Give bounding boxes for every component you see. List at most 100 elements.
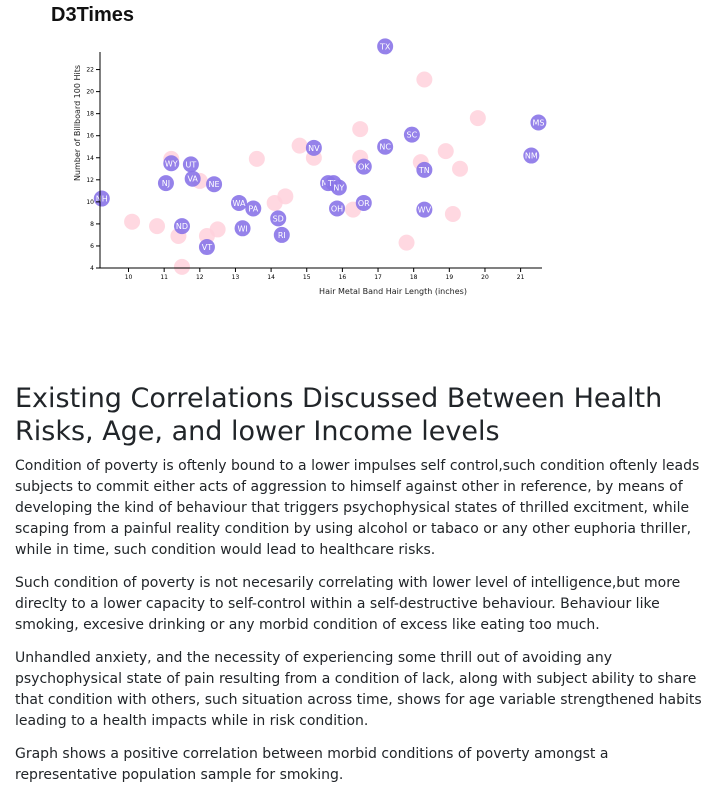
point-circle[interactable] — [182, 156, 199, 173]
article: Existing Correlations Discussed Between … — [15, 382, 711, 798]
article-paragraph: Graph shows a positive correlation betwe… — [15, 746, 609, 783]
brand-title: D3Times — [51, 4, 135, 26]
data-point[interactable]: NE — [206, 176, 223, 193]
point-circle[interactable] — [184, 170, 201, 187]
data-point[interactable]: WA — [231, 194, 248, 211]
data-point[interactable]: WV — [416, 201, 433, 218]
background-point — [469, 110, 486, 127]
point-circle[interactable] — [530, 114, 547, 131]
point-label: WV — [418, 206, 432, 215]
point-circle[interactable] — [329, 200, 346, 217]
data-point[interactable]: RI — [273, 226, 290, 243]
data-point[interactable]: OH — [329, 200, 346, 217]
y-tick-label: 18 — [86, 111, 94, 118]
point-circle[interactable] — [231, 194, 248, 211]
point-circle[interactable] — [377, 138, 394, 155]
x-tick-label: 10 — [125, 274, 133, 281]
article-paragraph: Unhandled anxiety, and the necessity of … — [15, 650, 702, 729]
data-point[interactable]: NY — [330, 179, 347, 196]
background-point — [248, 150, 265, 167]
point-label: WA — [233, 199, 246, 208]
data-point[interactable]: VT — [198, 239, 215, 256]
y-tick-label: 20 — [86, 89, 94, 96]
background-point — [173, 258, 190, 275]
point-label: PA — [248, 204, 258, 213]
background-point — [124, 213, 141, 230]
point-label: OR — [358, 199, 370, 208]
y-tick-label: 8 — [90, 221, 94, 228]
point-label: RI — [278, 231, 286, 240]
data-point[interactable]: WI — [234, 220, 251, 237]
data-point[interactable]: OR — [355, 194, 372, 211]
point-label: WI — [237, 224, 247, 233]
data-point[interactable]: UT — [182, 156, 199, 173]
y-tick-label: 10 — [86, 199, 94, 206]
point-circle[interactable] — [173, 218, 190, 235]
point-label: TN — [418, 166, 430, 175]
y-tick-label: 12 — [86, 177, 94, 184]
point-label: WY — [165, 159, 178, 168]
point-label: NY — [333, 184, 344, 193]
point-circle[interactable] — [163, 155, 180, 172]
background-point — [149, 218, 166, 235]
point-circle[interactable] — [245, 200, 262, 217]
background-point — [352, 121, 369, 138]
data-point[interactable]: VA — [184, 170, 201, 187]
data-point[interactable]: WY — [163, 155, 180, 172]
data-point[interactable]: TN — [416, 161, 433, 178]
point-label: MS — [532, 118, 544, 127]
background-point — [437, 143, 454, 160]
y-tick-label: 22 — [86, 67, 94, 74]
x-axis-label: Hair Metal Band Hair Length (inches) — [319, 287, 467, 296]
data-point[interactable]: SD — [270, 210, 287, 227]
y-tick-label: 4 — [90, 265, 94, 272]
x-tick-label: 21 — [517, 274, 525, 281]
point-circle[interactable] — [234, 220, 251, 237]
data-point[interactable]: TX — [377, 38, 394, 55]
data-point[interactable]: PA — [245, 200, 262, 217]
data-point[interactable]: MS — [530, 114, 547, 131]
point-label: NC — [379, 143, 391, 152]
y-axis: 4 6 8 10 12 14 16 18 20 22 — [86, 52, 101, 272]
point-circle[interactable] — [206, 176, 223, 193]
point-circle[interactable] — [93, 190, 110, 207]
background-point — [209, 221, 226, 238]
point-circle[interactable] — [355, 158, 372, 175]
data-point[interactable]: OK — [355, 158, 372, 175]
point-circle[interactable] — [523, 147, 540, 164]
point-circle[interactable] — [198, 239, 215, 256]
data-point[interactable]: ND — [173, 218, 190, 235]
point-label: SD — [273, 214, 284, 223]
x-tick-label: 16 — [339, 274, 347, 281]
point-circle[interactable] — [273, 226, 290, 243]
y-tick-label: 14 — [86, 155, 94, 162]
x-tick-label: 17 — [374, 274, 382, 281]
point-circle[interactable] — [330, 179, 347, 196]
x-tick-label: 20 — [481, 274, 489, 281]
point-label: NH — [96, 195, 108, 204]
point-label: OH — [331, 204, 343, 213]
data-point[interactable]: NC — [377, 138, 394, 155]
data-point[interactable]: NV — [305, 139, 322, 156]
point-circle[interactable] — [403, 126, 420, 143]
data-point[interactable]: NH — [93, 190, 110, 207]
point-circle[interactable] — [416, 201, 433, 218]
point-circle[interactable] — [377, 38, 394, 55]
data-point[interactable]: SC — [403, 126, 420, 143]
point-circle[interactable] — [305, 139, 322, 156]
article-heading: Existing Correlations Discussed Between … — [15, 383, 663, 447]
background-point — [452, 160, 469, 177]
point-circle[interactable] — [355, 194, 372, 211]
point-circle[interactable] — [157, 175, 174, 192]
point-label: NV — [308, 144, 320, 153]
x-tick-label: 18 — [410, 274, 418, 281]
point-circle[interactable] — [416, 161, 433, 178]
x-axis: 10 11 12 13 14 15 16 17 18 19 20 21 — [100, 267, 542, 281]
data-point[interactable]: NM — [523, 147, 540, 164]
data-point[interactable]: NJ — [157, 175, 174, 192]
point-label: NE — [209, 180, 220, 189]
background-point — [416, 71, 433, 88]
point-label: OK — [358, 163, 370, 172]
point-label: SC — [407, 131, 418, 140]
point-circle[interactable] — [270, 210, 287, 227]
